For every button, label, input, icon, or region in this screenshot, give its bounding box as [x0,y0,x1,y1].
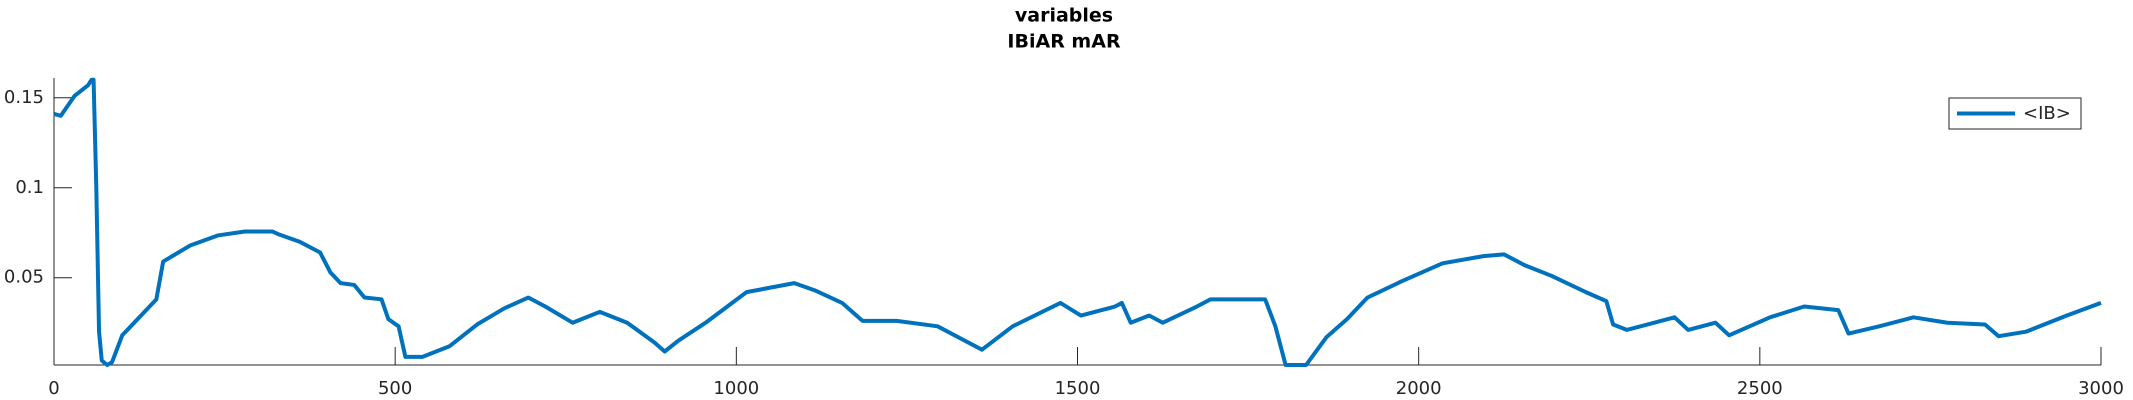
x-tick-label: 2000 [1396,378,1442,399]
y-tick-label: 0.15 [4,87,44,108]
legend-label: <IB> [2023,103,2071,124]
data-line [53,77,2102,367]
y-tick-label: 0.1 [15,177,44,198]
x-tick-label: 1000 [713,378,759,399]
x-tick-label: 0 [48,378,59,399]
chart-subtitle: IBiAR mAR [1007,31,1121,53]
y-tick-label: 0.05 [4,267,44,288]
x-tick-label: 500 [378,378,412,399]
x-tick-label: 2500 [1737,378,1783,399]
x-tick-label: 3000 [2078,378,2124,399]
chart-title: variables [1015,5,1113,27]
x-tick-label: 1500 [1055,378,1101,399]
